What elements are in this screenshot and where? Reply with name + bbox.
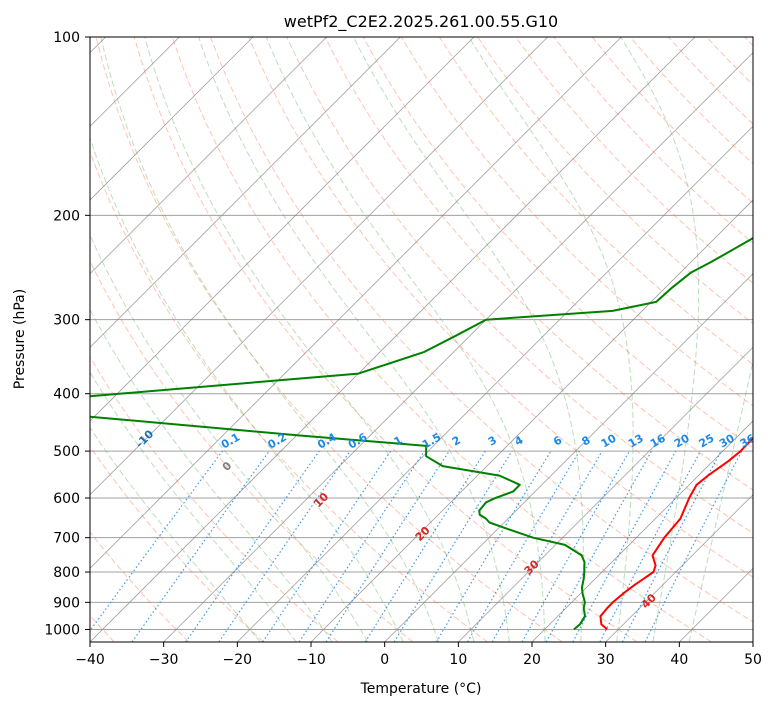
mixing-ratio-line-36 bbox=[644, 450, 743, 642]
y-tick-label-600: 600 bbox=[53, 491, 80, 507]
mixing-ratio-line-1 bbox=[262, 450, 392, 642]
moist-adiabat-10 bbox=[144, 37, 475, 642]
dry-adiabat-50 bbox=[210, 37, 753, 623]
isotherm-30 bbox=[605, 494, 753, 642]
isotherm--20 bbox=[237, 125, 753, 642]
x-tick-label--10: −10 bbox=[296, 652, 326, 668]
isotherm--30 bbox=[163, 52, 753, 642]
mixing-ratio-line-20 bbox=[572, 450, 677, 642]
dry-adiabats bbox=[90, 37, 753, 642]
mixing-ratio-line-13 bbox=[521, 450, 631, 642]
y-tick-label-500: 500 bbox=[53, 444, 80, 460]
x-axis-label: Temperature (°C) bbox=[360, 681, 482, 697]
dry-adiabat--20 bbox=[90, 445, 264, 642]
chart-title: wetPf2_C2E2.2025.261.00.55.G10 bbox=[284, 12, 558, 32]
plot-frame bbox=[89, 36, 754, 643]
mixing-ratio-line-0.1 bbox=[90, 450, 223, 632]
moist-adiabat-35 bbox=[620, 37, 700, 642]
x-tick-label--20: −20 bbox=[223, 652, 253, 668]
series-temperature bbox=[599, 436, 753, 631]
y-tick-label-900: 900 bbox=[53, 595, 80, 611]
mixing-ratio-line-16 bbox=[545, 450, 653, 642]
y-tick-label-100: 100 bbox=[53, 30, 80, 46]
isotherm--90 bbox=[90, 37, 327, 275]
isotherm-0 bbox=[384, 273, 753, 642]
isotherm--10 bbox=[310, 199, 753, 642]
isotherm--40 bbox=[90, 37, 696, 642]
dry-adiabat--30 bbox=[90, 531, 190, 642]
x-tick-label-10: 10 bbox=[449, 652, 467, 668]
y-tick-label-700: 700 bbox=[53, 531, 80, 547]
x-tick-label-30: 30 bbox=[597, 652, 615, 668]
dry-adiabat-10 bbox=[90, 150, 488, 642]
dry-adiabat-40 bbox=[171, 37, 712, 642]
isotherm--50 bbox=[90, 37, 622, 569]
x-tick-label-20: 20 bbox=[523, 652, 541, 668]
x-tick-label--40: −40 bbox=[75, 652, 105, 668]
x-tick-label-50: 50 bbox=[744, 652, 762, 668]
moist-adiabat-0 bbox=[90, 136, 404, 642]
isotherm-10 bbox=[458, 346, 753, 642]
y-axis-label: Pressure (hPa) bbox=[12, 289, 28, 389]
mixing-ratio-line-0.2 bbox=[131, 450, 270, 642]
moist-adiabat--15 bbox=[90, 371, 297, 642]
moist-adiabat--5 bbox=[90, 233, 369, 642]
isotherm--70 bbox=[90, 37, 475, 422]
mixing-ratio-line-1.5 bbox=[298, 450, 425, 642]
dry-adiabat-20 bbox=[95, 37, 563, 642]
mixing-ratio-line-0.4 bbox=[185, 450, 320, 642]
dry-adiabat-110 bbox=[438, 37, 753, 366]
isotherm-20 bbox=[531, 420, 753, 642]
moist-adiabat-5 bbox=[100, 37, 439, 642]
dry-adiabat-70 bbox=[286, 37, 753, 534]
mixing-ratio-label-36: 36 bbox=[738, 431, 758, 450]
axes: −40 −30 −20 −10 0 10 20 30 40 50 100 200 300 400 500 60… bbox=[44, 30, 762, 668]
plot-area bbox=[90, 37, 753, 642]
mixing-ratio-line-4 bbox=[393, 450, 513, 642]
dry-adiabat--10 bbox=[90, 356, 339, 642]
y-tick-label-800: 800 bbox=[53, 565, 80, 581]
x-tick-label-0: 0 bbox=[380, 652, 389, 668]
dry-adiabat-130 bbox=[515, 37, 753, 284]
moist-adiabat--20 bbox=[90, 426, 261, 642]
moist-adiabat-15 bbox=[198, 37, 510, 642]
dry-adiabat-0 bbox=[90, 259, 414, 642]
isotherm--100 bbox=[90, 37, 254, 201]
x-tick-label-40: 40 bbox=[670, 652, 688, 668]
moist-adiabat-40 bbox=[688, 358, 753, 642]
dry-adiabat-100 bbox=[400, 37, 753, 407]
mixing-ratio-line-2 bbox=[325, 450, 450, 642]
mixing-ratio-lines bbox=[90, 450, 743, 642]
x-tick-label--30: −30 bbox=[149, 652, 179, 668]
sounding-profiles bbox=[90, 236, 753, 631]
dry-adiabat-30 bbox=[133, 37, 638, 642]
isotherm--80 bbox=[90, 37, 401, 348]
y-tick-label-1000: 1000 bbox=[44, 622, 80, 638]
moist-adiabat-25 bbox=[353, 37, 584, 642]
isotherm--60 bbox=[90, 37, 548, 496]
y-tick-label-300: 300 bbox=[53, 313, 80, 329]
y-tick-label-400: 400 bbox=[53, 387, 80, 403]
moist-adiabat-20 bbox=[265, 37, 546, 642]
mixing-ratio-line-0.6 bbox=[218, 450, 351, 642]
series-dewpoint bbox=[90, 236, 753, 631]
dry-adiabat-60 bbox=[248, 37, 753, 578]
y-tick-label-200: 200 bbox=[53, 208, 80, 224]
